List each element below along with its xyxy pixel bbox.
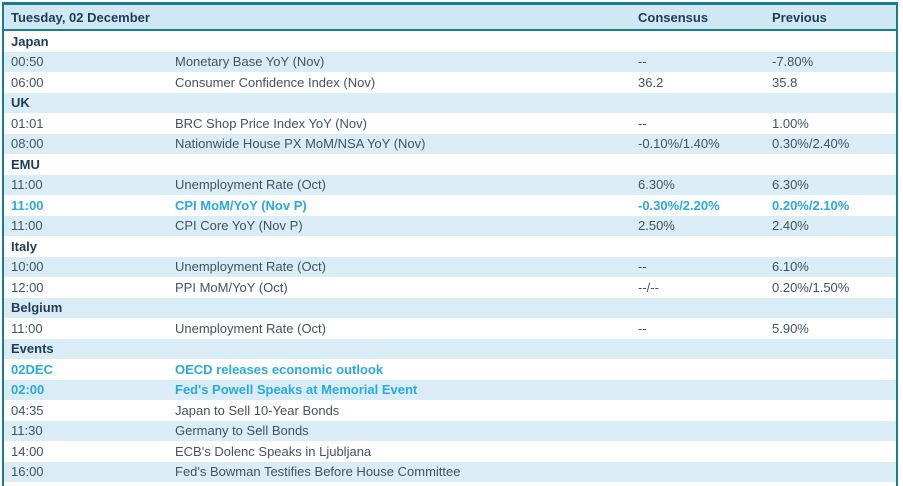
section-name: Events	[11, 341, 54, 357]
consensus-value: -0.30%/2.20%	[638, 197, 720, 213]
event-name: Unemployment Rate (Oct)	[175, 320, 326, 336]
event-name: OECD releases economic outlook	[175, 361, 384, 377]
consensus-value: --	[638, 115, 647, 131]
section-name: Japan	[11, 33, 49, 49]
column-header-previous: Previous	[772, 9, 827, 25]
table-row: 01:01 BRC Shop Price Index YoY (Nov) -- 1.0…	[4, 113, 896, 134]
section-header-uk: UK	[4, 92, 896, 113]
event-name: BRC Shop Price Index YoY (Nov)	[175, 115, 367, 131]
event-time: 11:00	[11, 177, 43, 193]
event-time: 11:30	[11, 423, 43, 439]
table-row: 14:00 ECB's Dolenc Speaks in Ljubljana	[4, 441, 896, 462]
event-time: 10:00	[11, 259, 44, 275]
event-name: Monetary Base YoY (Nov)	[175, 54, 325, 70]
event-time: 02DEC	[11, 361, 53, 377]
event-name: Japan to Sell 10-Year Bonds	[175, 402, 340, 418]
previous-value: 5.90%	[772, 320, 809, 336]
event-time: 11:00	[11, 320, 43, 336]
consensus-value: 2.50%	[638, 218, 675, 234]
event-name: ECB's Dolenc Speaks in Ljubljana	[175, 443, 372, 459]
section-name: Belgium	[11, 300, 63, 316]
event-name: CPI Core YoY (Nov P)	[175, 218, 303, 234]
consensus-value: -0.10%/1.40%	[638, 136, 720, 152]
consensus-value: 36.2	[638, 74, 664, 90]
event-time: 01:01	[11, 115, 44, 131]
section-header-japan: Japan	[4, 31, 896, 52]
event-name: PPI MoM/YoY (Oct)	[175, 279, 288, 295]
event-name: Nationwide House PX MoM/NSA YoY (Nov)	[175, 136, 426, 152]
consensus-value: --	[638, 259, 647, 275]
table-row: 12:00 PPI MoM/YoY (Oct) --/-- 0.20%/1.50%	[4, 277, 896, 298]
table-row: 04:35 Japan to Sell 10-Year Bonds	[4, 400, 896, 421]
event-time: 14:00	[11, 443, 44, 459]
table-row: 11:30 Germany to Sell Bonds	[4, 420, 896, 441]
consensus-value: --/--	[638, 279, 659, 295]
section-header-belgium: Belgium	[4, 297, 896, 318]
table-row: 08:00 Nationwide House PX MoM/NSA YoY (No…	[4, 133, 896, 154]
event-time: 12:00	[11, 279, 44, 295]
table-header-row: Tuesday, 02 December Consensus Previous	[4, 5, 896, 31]
event-name: Germany to Sell Bonds	[175, 423, 309, 439]
previous-value: 6.10%	[772, 259, 809, 275]
section-name: EMU	[11, 156, 40, 172]
section-header-italy: Italy	[4, 236, 896, 257]
previous-value: 6.30%	[772, 177, 809, 193]
event-name: Unemployment Rate (Oct)	[175, 259, 326, 275]
consensus-value: 6.30%	[638, 177, 675, 193]
event-time: 11:00	[11, 218, 43, 234]
previous-value: 2.40%	[772, 218, 809, 234]
consensus-value: --	[638, 54, 647, 70]
previous-value: 0.20%/1.50%	[772, 279, 850, 295]
date-header: Tuesday, 02 December	[11, 9, 150, 25]
table-row: 02:00 Fed's Powell Speaks at Memorial Eve…	[4, 379, 896, 400]
table-row: 00:50 Monetary Base YoY (Nov) -- -7.80%	[4, 51, 896, 72]
table-body: Japan 00:50 Monetary Base YoY (Nov) -- -7.80…	[4, 31, 896, 482]
table-row: 11:00 CPI Core YoY (Nov P) 2.50% 2.40%	[4, 215, 896, 236]
column-header-consensus: Consensus	[638, 9, 709, 25]
section-name: UK	[11, 95, 30, 111]
consensus-value: --	[638, 320, 647, 336]
event-name: Consumer Confidence Index (Nov)	[175, 74, 376, 90]
table-row: 11:00 Unemployment Rate (Oct) -- 5.90%	[4, 318, 896, 339]
event-time: 11:00	[11, 197, 44, 213]
event-time: 06:00	[11, 74, 44, 90]
event-time: 04:35	[11, 402, 44, 418]
event-time: 16:00	[11, 464, 44, 480]
event-name: Fed's Powell Speaks at Memorial Event	[175, 382, 418, 398]
event-name: CPI MoM/YoY (Nov P)	[175, 197, 307, 213]
table-row: 11:00 CPI MoM/YoY (Nov P) -0.30%/2.20% 0.20…	[4, 195, 896, 216]
section-header-emu: EMU	[4, 154, 896, 175]
event-time: 08:00	[11, 136, 44, 152]
previous-value: 0.30%/2.40%	[772, 136, 850, 152]
event-name: Unemployment Rate (Oct)	[175, 177, 326, 193]
previous-value: -7.80%	[772, 54, 814, 70]
event-time: 00:50	[11, 54, 44, 70]
table-row: 11:00 Unemployment Rate (Oct) 6.30% 6.30%	[4, 174, 896, 195]
previous-value: 1.00%	[772, 115, 809, 131]
previous-value: 35.8	[772, 74, 798, 90]
event-time: 02:00	[11, 382, 45, 398]
table-row: 16:00 Fed's Bowman Testifies Before House…	[4, 461, 896, 482]
section-header-events: Events	[4, 338, 896, 359]
table-row: 02DEC OECD releases economic outlook	[4, 359, 896, 380]
table-row: 06:00 Consumer Confidence Index (Nov) 36.2…	[4, 72, 896, 93]
section-name: Italy	[11, 238, 38, 254]
previous-value: 0.20%/2.10%	[772, 197, 850, 213]
table-row: 10:00 Unemployment Rate (Oct) -- 6.10%	[4, 256, 896, 277]
event-name: Fed's Bowman Testifies Before House Comm…	[175, 464, 461, 480]
